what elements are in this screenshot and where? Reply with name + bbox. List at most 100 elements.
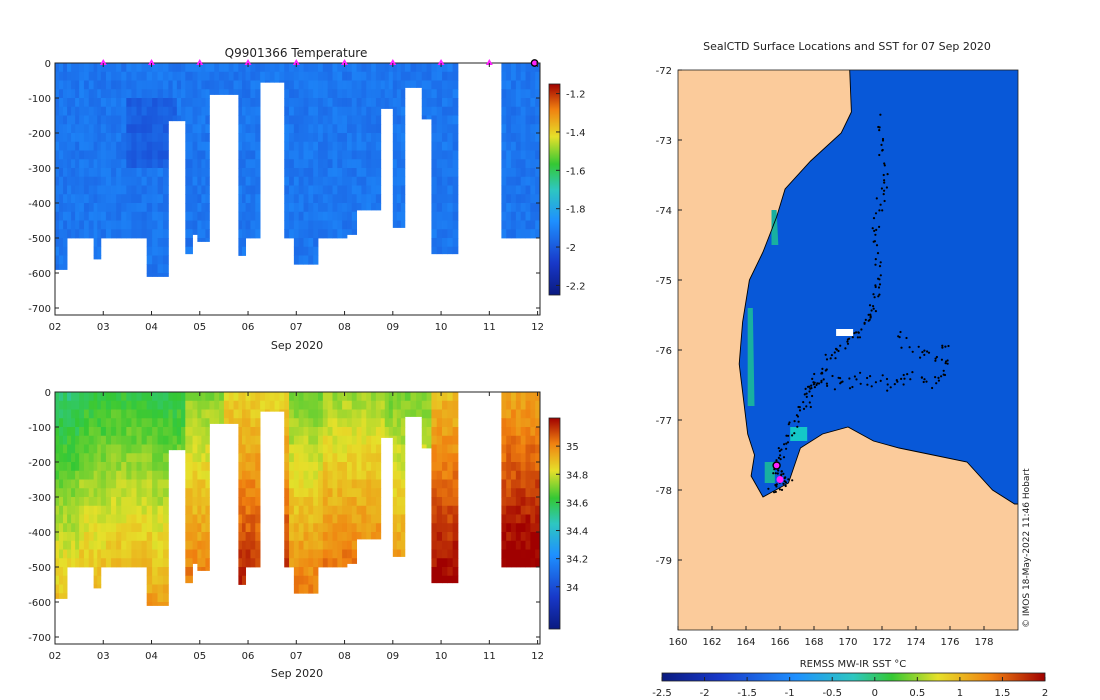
profile-cell [346,185,353,195]
profile-cell [55,133,60,143]
y-tick-label: -200 [28,129,51,140]
profile-cell [298,514,304,524]
surface-marker [437,59,445,65]
profile-cell [404,80,411,88]
profile-cell [332,523,338,533]
profile-cell [515,549,522,559]
profile-cell [384,98,390,108]
profile-cell [318,63,324,73]
profile-cell [172,435,178,445]
profile-cell [342,400,348,410]
profile-cell [404,392,411,402]
profile-cell [308,505,314,515]
track-point [937,379,941,382]
profile-cell [214,80,220,90]
profile-cell [515,505,522,515]
profile-cell [298,71,304,81]
profile-cell [88,479,95,489]
profile-cell [93,71,98,81]
profile-cell [375,532,382,540]
profile-cell [126,409,132,419]
profile-cell [289,203,295,213]
profile-cell [141,470,148,480]
profile-cell [332,133,338,143]
profile-cell [63,488,68,498]
profile-cell [332,453,338,463]
profile-cell [392,392,398,402]
profile-cell [535,418,541,428]
profile-cell [298,400,304,410]
profile-cell [162,540,169,550]
profile-cell [131,80,137,90]
profile-cell [452,98,459,108]
profile-cell [384,392,390,402]
profile-cell [88,203,95,213]
profile-cell [318,540,324,550]
profile-cell [337,532,343,542]
profile-cell [75,220,80,230]
profile-cell [172,115,178,122]
profile-cell [525,523,531,533]
profile-cell [318,98,324,108]
profile-cell [242,98,247,108]
profile-cell [318,479,324,489]
profile-cell [520,159,526,169]
profile-cell [238,159,243,169]
profile-cell [400,488,406,498]
profile-cell [197,514,202,524]
profile-cell [313,168,319,178]
profile-cell [388,427,394,437]
profile-cell [172,89,178,99]
profile-cell [392,435,398,445]
profile-cell [392,211,398,221]
profile-cell [452,514,459,524]
profile-cell [71,558,76,568]
profile-cell [318,168,324,178]
profile-cell [214,400,220,410]
profile-cell [131,194,137,204]
profile-cell [535,176,541,186]
track-point [829,357,832,360]
profile-cell [303,203,309,213]
profile-cell [506,71,512,81]
profile-cell [255,479,261,489]
profile-cell [371,98,377,108]
profile-cell [88,89,95,99]
track-point [902,373,905,377]
profile-cell [322,400,329,410]
profile-cell [67,89,72,99]
profile-cell [63,80,68,90]
profile-cell [515,444,522,454]
profile-cell [201,98,206,108]
profile-cell [351,523,358,533]
profile-cell [351,124,358,134]
profile-cell [442,133,448,143]
profile-cell [289,168,295,178]
profile-cell [79,392,85,402]
profile-cell [75,435,80,445]
profile-cell [346,124,353,134]
track-point [875,197,878,200]
profile-cell [121,106,127,116]
profile-cell [289,435,295,445]
profile-cell [205,185,210,195]
profile-cell [308,176,314,186]
profile-cell [83,150,90,160]
profile-cell [219,400,225,410]
profile-cell [59,176,64,186]
profile-cell [197,80,202,90]
profile-cell [116,435,122,445]
profile-cell [55,159,60,169]
profile-cell [515,418,522,428]
profile-cell [298,523,304,533]
profile-cell [431,141,438,151]
profile-cell [392,63,398,73]
profile-cell [192,505,198,515]
profile-cell [525,479,531,489]
profile-cell [342,98,348,108]
profile-cell [308,203,314,213]
profile-cell [250,479,256,489]
profile-cell [245,159,251,169]
profile-cell [308,115,314,125]
profile-cell [426,106,432,116]
